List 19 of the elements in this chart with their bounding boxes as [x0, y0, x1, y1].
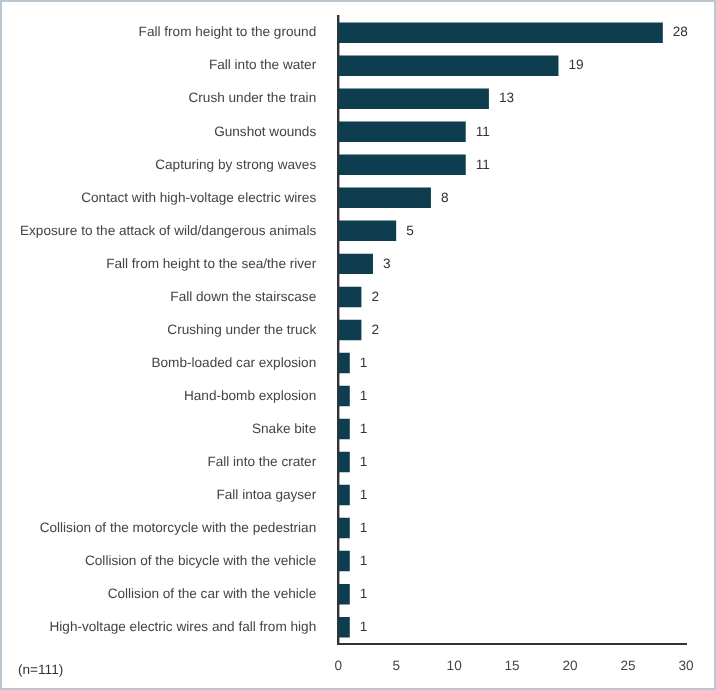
bar: [338, 154, 466, 176]
bar: [338, 121, 466, 142]
bar: [338, 55, 559, 76]
bar: [338, 616, 350, 638]
bar: [338, 187, 431, 209]
bar: [338, 22, 663, 43]
bar: [338, 583, 350, 605]
bar: [338, 352, 350, 374]
bar: [338, 517, 350, 539]
bar: [338, 385, 350, 407]
bar: [338, 220, 397, 242]
bar: [338, 319, 362, 341]
bar: [338, 550, 350, 572]
bar: [338, 286, 362, 308]
bar: [338, 484, 350, 506]
bar: [338, 451, 350, 473]
bar: [338, 253, 373, 275]
bar: [338, 418, 350, 440]
bar: [338, 88, 489, 109]
